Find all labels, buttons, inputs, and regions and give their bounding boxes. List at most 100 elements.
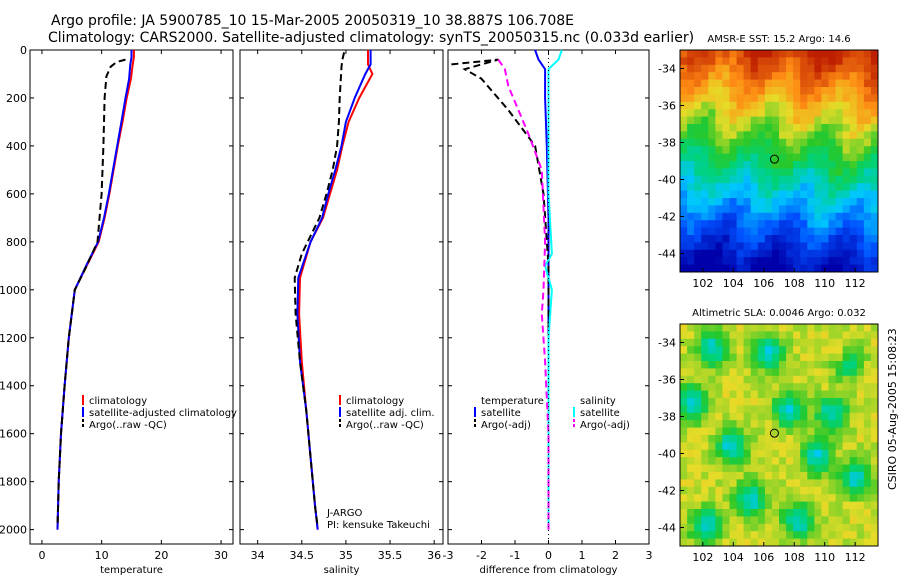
sst-cell (750, 227, 759, 236)
sst-cell (779, 264, 787, 272)
sla-cell (708, 457, 716, 466)
x-tick-label: 0 (38, 549, 45, 562)
sla-cell (786, 375, 794, 384)
sla-cell (828, 523, 837, 532)
sst-cell (715, 212, 724, 221)
sst-cell (715, 264, 724, 272)
sla-cell (729, 338, 738, 347)
sst-cell (722, 264, 731, 272)
sla-cell (870, 331, 878, 340)
sla-cell (708, 523, 716, 532)
sst-cell (701, 109, 709, 118)
sst-cell (807, 79, 815, 88)
sla-cell (701, 516, 709, 525)
sst-cell (715, 50, 724, 58)
sla-cell (687, 390, 695, 399)
sst-cell (828, 227, 837, 236)
sla-cell (863, 398, 872, 406)
sla-cell (757, 412, 766, 421)
sst-cell (800, 153, 808, 162)
y-tick-label: 1600 (0, 428, 27, 441)
sla-cell (842, 435, 851, 443)
sst-cell (722, 257, 731, 266)
sla-cell (856, 398, 865, 406)
sst-cell (771, 235, 780, 243)
sla-cell (800, 494, 808, 503)
sla-cell (757, 361, 766, 369)
sst-cell (694, 124, 702, 132)
sla-cell (729, 516, 738, 525)
sst-cell (779, 175, 787, 184)
sst-cell (870, 50, 878, 58)
sst-cell (849, 242, 858, 251)
sst-cell (821, 138, 830, 147)
sla-cell (856, 486, 865, 495)
sst-cell (814, 131, 823, 140)
sst-cell (743, 116, 752, 125)
sst-cell (849, 64, 858, 73)
sla-cell (701, 390, 709, 399)
sla-cell (708, 509, 716, 517)
sla-cell (708, 486, 716, 495)
sla-cell (757, 427, 766, 436)
sst-cell (800, 64, 808, 73)
sla-cell (849, 472, 858, 480)
sst-cell (807, 57, 815, 66)
sst-cell (687, 249, 695, 258)
sla-cell (849, 523, 858, 532)
sst-cell (771, 72, 780, 81)
sla-cell (814, 479, 823, 488)
sst-cell (757, 168, 766, 177)
sla-cell (863, 501, 872, 510)
sla-cell (856, 472, 865, 480)
sla-cell (821, 516, 830, 525)
sst-cell (849, 168, 858, 177)
sst-cell (807, 264, 815, 272)
sst-cell (764, 235, 773, 243)
sla-cell (793, 538, 801, 546)
sst-cell (694, 168, 702, 177)
sst-cell (715, 168, 724, 177)
sla-cell (849, 427, 858, 436)
sst-cell (821, 87, 830, 95)
sst-cell (814, 146, 823, 155)
sst-cell (786, 94, 794, 103)
sla-cell (779, 516, 787, 525)
sla-cell (764, 531, 773, 540)
sst-cell (764, 50, 773, 58)
sst-cell (856, 205, 865, 214)
sla-cell (701, 531, 709, 540)
sst-cell (779, 72, 787, 81)
sst-cell (757, 101, 766, 110)
sla-cell (736, 383, 745, 392)
sla-cell (828, 324, 837, 332)
sst-cell (863, 168, 872, 177)
sst-cell (722, 79, 731, 88)
sla-cell (863, 420, 872, 429)
sla-cell (771, 479, 780, 488)
sla-cell (701, 538, 709, 546)
sst-cell (835, 161, 844, 169)
sst-cell (757, 257, 766, 266)
sst-cell (779, 101, 787, 110)
sst-cell (835, 168, 844, 177)
sla-cell (715, 501, 724, 510)
x-tick-label: 2 (612, 549, 619, 562)
sst-cell (764, 57, 773, 66)
sla-cell (708, 464, 716, 473)
sla-cell (771, 398, 780, 406)
sla-cell (793, 390, 801, 399)
sla-cell (779, 442, 787, 451)
sst-cell (863, 183, 872, 192)
sla-cell (863, 324, 872, 332)
sst-cell (722, 190, 731, 199)
sla-cell (842, 420, 851, 429)
sst-cell (786, 242, 794, 251)
sst-cell (743, 235, 752, 243)
sla-cell (722, 486, 731, 495)
sst-cell (842, 109, 851, 118)
sla-cell (750, 427, 759, 436)
sla-cell (828, 383, 837, 392)
sst-cell (715, 101, 724, 110)
sla-cell (729, 479, 738, 488)
